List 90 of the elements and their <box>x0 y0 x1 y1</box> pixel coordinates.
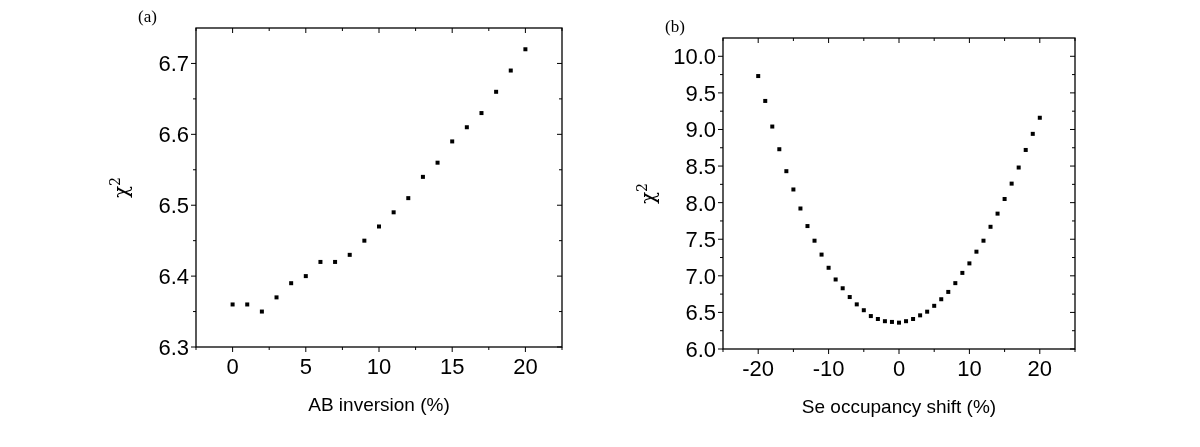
x-tick-label: -10 <box>812 356 845 381</box>
point <box>847 295 852 300</box>
point <box>391 210 396 215</box>
point <box>464 125 469 130</box>
y-tick-label: 6.5 <box>158 193 189 219</box>
point <box>523 47 528 52</box>
y-tick-label: 6.5 <box>685 300 716 326</box>
point <box>303 274 308 279</box>
x-tick-label: 5 <box>299 354 312 379</box>
point <box>494 89 499 94</box>
point <box>861 308 866 313</box>
point <box>911 317 916 321</box>
y-tick-label: 10.0 <box>673 44 716 70</box>
x-tick-label: 0 <box>226 354 239 379</box>
point <box>274 295 279 300</box>
point <box>967 261 972 266</box>
y-tick-label: 8.5 <box>685 154 716 180</box>
text: (b) <box>665 17 685 36</box>
point <box>826 265 831 270</box>
point <box>974 249 979 254</box>
y-tick-label: 9.5 <box>685 80 716 106</box>
point <box>1030 131 1035 136</box>
point <box>245 302 250 307</box>
text: (a) <box>138 7 157 26</box>
point <box>777 147 782 152</box>
x-tick-label: 20 <box>513 354 538 379</box>
point <box>918 313 923 318</box>
point <box>1037 115 1042 120</box>
point <box>362 238 367 243</box>
point <box>995 211 1000 216</box>
point <box>1009 181 1014 186</box>
point <box>904 319 909 324</box>
point <box>791 187 796 192</box>
point <box>289 281 294 286</box>
point <box>1016 165 1021 170</box>
y-tick-label: 6.4 <box>158 264 189 290</box>
point <box>508 68 513 73</box>
point <box>479 111 484 116</box>
point <box>1002 196 1007 201</box>
point <box>259 309 264 314</box>
point <box>889 319 894 324</box>
point <box>230 302 235 307</box>
point <box>347 252 352 257</box>
y-tick-label: 7.5 <box>685 227 716 253</box>
point <box>840 286 845 291</box>
point <box>960 270 965 275</box>
y-tick-label: 6.0 <box>685 337 716 362</box>
point <box>946 289 951 294</box>
point <box>1023 147 1028 152</box>
point <box>925 309 930 314</box>
x-tick-label: 10 <box>366 354 392 379</box>
point <box>450 139 455 144</box>
y-tick-label: 7.0 <box>685 263 716 289</box>
x-tick-label: 0 <box>892 356 906 381</box>
x-axis-title: AB inversion (%) <box>308 394 450 415</box>
x-tick-label: -20 <box>742 356 775 381</box>
point <box>756 74 761 79</box>
x-tick-label: 15 <box>439 354 465 379</box>
point <box>932 303 937 308</box>
point <box>805 224 810 229</box>
x-tick-label: 20 <box>1027 356 1053 381</box>
x-axis-title: Se occupancy shift (%) <box>801 396 997 417</box>
point <box>833 277 838 282</box>
point <box>318 259 323 264</box>
y-tick-label: 6.7 <box>158 51 189 77</box>
y-tick-label: 6.3 <box>158 335 189 360</box>
y-tick-label: 6.6 <box>158 122 189 148</box>
point <box>939 297 944 302</box>
point <box>333 259 338 264</box>
point <box>420 174 425 179</box>
point <box>897 320 901 325</box>
point <box>819 252 824 257</box>
point <box>953 281 958 286</box>
y-tick-label: 9.0 <box>685 117 716 143</box>
x-tick-label: 10 <box>957 356 982 381</box>
point <box>868 314 873 319</box>
point <box>981 238 986 243</box>
point <box>798 206 803 211</box>
point <box>812 238 817 243</box>
y-tick-label: 8.0 <box>685 190 716 216</box>
point <box>377 224 381 229</box>
point <box>875 317 880 321</box>
point <box>784 169 789 174</box>
point <box>435 160 440 165</box>
point <box>882 319 887 324</box>
point <box>770 124 775 129</box>
point <box>763 98 768 103</box>
point <box>406 196 411 201</box>
point <box>854 302 859 307</box>
point <box>988 224 993 229</box>
